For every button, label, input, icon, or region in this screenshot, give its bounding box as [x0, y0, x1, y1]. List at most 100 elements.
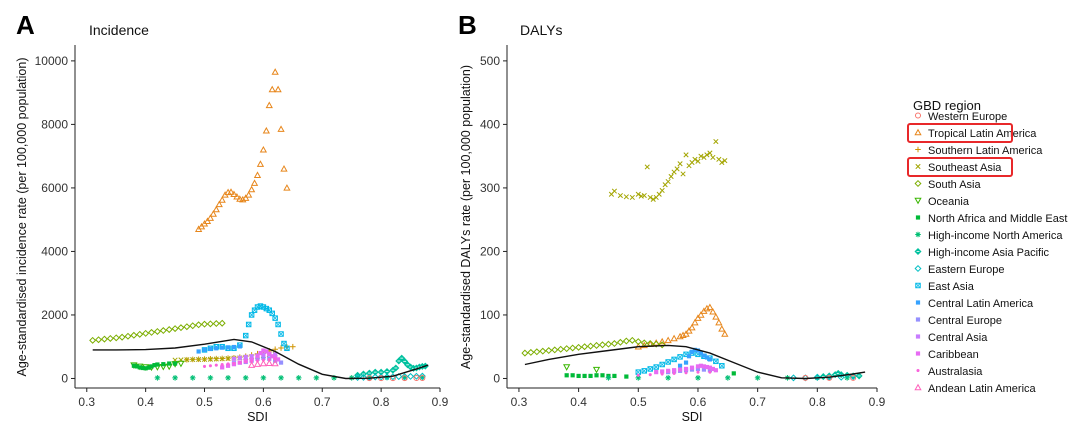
- panel-a-point-central-europe: [255, 356, 260, 361]
- panel-a-point-high-income-north-america-glyph: [261, 375, 266, 381]
- panel-a-point-oceania-glyph: [177, 360, 185, 368]
- panel-b-point-australasia-glyph: [684, 371, 688, 375]
- legend-label: Caribbean: [928, 349, 979, 361]
- panel-a-point-tropical-latin-america-glyph: [206, 214, 215, 221]
- panel-b-point-southeast-asia: [707, 150, 713, 156]
- legend-key-western-europe-glyph: [914, 112, 922, 119]
- panel-b-point-north-africa-and-middle-east-glyph: [582, 373, 587, 379]
- panel-b-point-southeast-asia: [659, 187, 665, 194]
- legend-label: Oceania: [928, 196, 970, 208]
- panel-b-point-southeast-asia-glyph: [611, 188, 618, 194]
- panel-a-point-tropical-latin-america-glyph: [239, 195, 247, 203]
- legend-title: GBD region: [913, 98, 981, 113]
- panel-b-point-high-income-north-america-glyph: [695, 375, 701, 381]
- panel-b-point-tropical-latin-america: [697, 311, 705, 318]
- panel-a-y-tick-label: 4000: [41, 244, 68, 258]
- panel-b-point-south-asia-glyph: [569, 344, 577, 352]
- legend-key-oceania: [914, 197, 922, 205]
- panel-a-point-central-asia: [243, 354, 248, 359]
- panel-a-point-central-latin-america: [237, 344, 242, 349]
- panel-b-point-southeast-asia: [677, 161, 683, 167]
- panel-b-point-south-asia: [610, 340, 618, 348]
- panel-b-point-tropical-latin-america-glyph: [709, 307, 717, 315]
- panel-b-point-southeast-asia: [698, 153, 704, 159]
- panel-a-point-central-asia: [249, 354, 254, 359]
- panel-b-point-western-europe-glyph: [850, 374, 857, 381]
- panel-a-point-south-asia: [195, 321, 203, 329]
- panel-a-point-east-asia: [263, 305, 270, 312]
- panel-a-point-east-asia-glyph: [266, 307, 273, 313]
- panel-a-point-central-europe-glyph: [278, 360, 284, 365]
- panel-a-point-eastern-europe-glyph: [407, 372, 415, 380]
- legend-highlight-box: [907, 123, 1013, 143]
- panel-a-point-tropical-latin-america-glyph: [283, 184, 291, 191]
- panel-b-point-southeast-asia: [641, 192, 647, 199]
- panel-a-point-high-income-north-america: [295, 375, 302, 381]
- panel-b-point-east-asia-glyph: [665, 359, 671, 365]
- panel-b-y-tick-label: 500: [480, 54, 500, 68]
- panel-a-point-tropical-latin-america: [265, 101, 273, 109]
- panel-b-point-north-africa-and-middle-east: [588, 373, 593, 379]
- panel-b-point-southeast-asia-glyph: [635, 191, 641, 197]
- panel-a-point-east-asia: [272, 315, 278, 321]
- panel-a-point-western-europe: [413, 374, 420, 382]
- panel-b-point-tropical-latin-america: [721, 330, 729, 337]
- panel-a-point-east-asia-glyph: [269, 310, 275, 316]
- panel-a-point-caribbean: [270, 354, 275, 359]
- legend-key-tropical-latin-america-glyph: [914, 128, 922, 136]
- legend-key-south-asia: [914, 179, 922, 188]
- panel-b-point-north-africa-and-middle-east: [576, 373, 581, 379]
- panel-b-point-tropical-latin-america-glyph: [712, 313, 720, 320]
- panel-a-point-south-asia-glyph: [159, 327, 167, 335]
- panel-b-point-tropical-latin-america: [670, 334, 678, 342]
- legend-label: High-income North America: [928, 230, 1063, 242]
- panel-a-point-tropical-latin-america-glyph: [265, 101, 273, 109]
- panel-b-point-south-asia-glyph: [640, 339, 648, 347]
- panel-b-point-southeast-asia-glyph: [698, 153, 704, 159]
- panel-a-point-eastern-europe: [401, 373, 409, 381]
- panel-b-x-tick-label: 0.9: [869, 395, 886, 409]
- panel-b-point-southeast-asia-glyph: [695, 158, 701, 164]
- panel-b-point-oceania: [563, 364, 571, 371]
- panel-b-point-southeast-asia-glyph: [641, 192, 647, 199]
- panel-b-point-south-asia-glyph: [551, 346, 559, 354]
- panel-a-point-north-africa-and-middle-east-glyph: [131, 363, 136, 368]
- panel-a-point-australasia-glyph: [214, 363, 218, 367]
- panel-a-point-east-asia-glyph: [275, 321, 281, 328]
- panel-a-point-tropical-latin-america: [209, 210, 217, 217]
- panel-b-point-southeast-asia-glyph: [713, 138, 719, 145]
- panel-a-point-tropical-latin-america: [242, 194, 250, 201]
- panel-a-point-north-africa-and-middle-east: [155, 362, 160, 367]
- panel-b-point-tropical-latin-america-glyph: [697, 311, 705, 318]
- panel-b-point-southeast-asia: [656, 191, 662, 197]
- panel-b-point-east-asia-glyph: [641, 368, 647, 374]
- panel-a-point-south-asia-glyph: [153, 327, 161, 335]
- panel-a-point-north-africa-and-middle-east-glyph: [161, 362, 166, 367]
- panel-a-point-eastern-europe: [371, 373, 379, 381]
- panel-b-point-central-latin-america-glyph: [701, 353, 707, 358]
- panel-a-point-north-africa-and-middle-east-glyph: [137, 365, 142, 370]
- legend-label: High-income Asia Pacific: [928, 247, 1050, 259]
- panel-b-point-north-africa-and-middle-east: [612, 373, 617, 379]
- panel-a-point-south-asia-glyph: [89, 336, 97, 344]
- panel-b-point-western-europe: [850, 374, 857, 381]
- panel-b-y-tick-label: 0: [493, 371, 500, 385]
- panel-b-point-north-africa-and-middle-east: [594, 373, 599, 378]
- panel-a-point-south-asia-glyph: [124, 332, 132, 340]
- panel-a-point-north-africa-and-middle-east-glyph: [172, 361, 178, 366]
- panel-a-point-central-latin-america-glyph: [237, 344, 242, 349]
- panel-b-point-caribbean: [660, 369, 665, 374]
- panel-b-point-south-asia-glyph: [616, 338, 624, 346]
- panel-a-point-east-asia-glyph: [266, 307, 272, 313]
- panel-b-point-central-europe: [695, 366, 701, 372]
- panel-a-point-western-europe-glyph: [413, 374, 420, 382]
- panel-a-point-tropical-latin-america: [253, 171, 262, 178]
- panel-b-point-east-asia-glyph: [713, 358, 719, 365]
- panel-a-point-central-latin-america: [220, 345, 225, 350]
- panel-a-point-east-asia-glyph: [251, 307, 258, 313]
- panel-a-point-south-asia-glyph: [195, 321, 203, 329]
- legend-key-western-europe: [914, 112, 922, 119]
- panel-b-point-east-asia: [719, 363, 725, 369]
- panel-a-point-eastern-europe-glyph: [401, 373, 409, 381]
- panel-b-point-australasia-glyph: [708, 370, 712, 374]
